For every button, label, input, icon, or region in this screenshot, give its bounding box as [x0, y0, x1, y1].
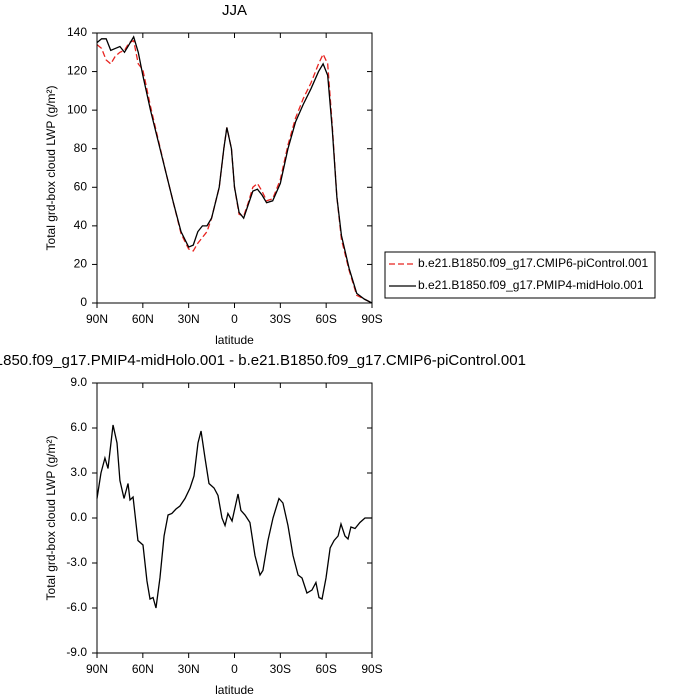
x-tick-label: 30S — [270, 312, 291, 326]
y-tick-label: 140 — [67, 25, 87, 39]
x-tick-label: 60N — [132, 312, 154, 326]
x-tick-label: 30N — [178, 662, 200, 676]
legend-label: b.e21.B1850.f09_g17.PMIP4-midHolo.001 — [418, 278, 644, 292]
plot-frame — [96, 32, 373, 304]
x-tick-label: 60S — [315, 662, 336, 676]
x-axis-label: latitude — [215, 683, 254, 697]
x-tick-label: 0 — [231, 662, 238, 676]
y-tick-label: -3.0 — [66, 555, 87, 569]
y-tick-label: -6.0 — [66, 600, 87, 614]
x-tick-label: 90S — [361, 662, 382, 676]
x-tick-label: 30S — [270, 662, 291, 676]
data-line — [96, 424, 372, 609]
y-tick-label: 0.0 — [70, 510, 87, 524]
y-tick-label: 0 — [80, 295, 87, 309]
y-tick-label: 20 — [74, 257, 88, 271]
y-tick-label: 60 — [74, 179, 88, 193]
x-tick-label: 30N — [178, 312, 200, 326]
y-tick-label: 120 — [67, 64, 87, 78]
x-tick-label: 0 — [231, 312, 238, 326]
chart-title: b.e21.B1850.f09_g17.PMIP4-midHolo.001 - … — [0, 352, 526, 369]
chart-title: JJA — [222, 2, 247, 19]
x-axis-label: latitude — [215, 333, 254, 347]
y-tick-label: -9.0 — [66, 645, 87, 659]
legend-label: b.e21.B1850.f09_g17.CMIP6-piControl.001 — [418, 256, 648, 270]
y-tick-label: 9.0 — [70, 375, 87, 389]
x-tick-label: 90S — [361, 312, 382, 326]
plot-frame — [96, 382, 373, 654]
x-tick-label: 90N — [86, 662, 108, 676]
y-tick-label: 80 — [74, 141, 88, 155]
y-tick-label: 100 — [67, 102, 87, 116]
y-tick-label: 3.0 — [70, 465, 87, 479]
y-axis-label: Total grd-box cloud LWP (g/m²) — [44, 86, 58, 251]
y-tick-label: 40 — [74, 218, 88, 232]
x-tick-label: 90N — [86, 312, 108, 326]
data-line — [96, 35, 373, 304]
data-line — [96, 39, 373, 304]
x-tick-label: 60S — [315, 312, 336, 326]
y-tick-label: 6.0 — [70, 420, 87, 434]
y-axis-label: Total grd-box cloud LWP (g/m²) — [44, 436, 58, 601]
legend-box — [384, 251, 656, 299]
x-tick-label: 60N — [132, 662, 154, 676]
